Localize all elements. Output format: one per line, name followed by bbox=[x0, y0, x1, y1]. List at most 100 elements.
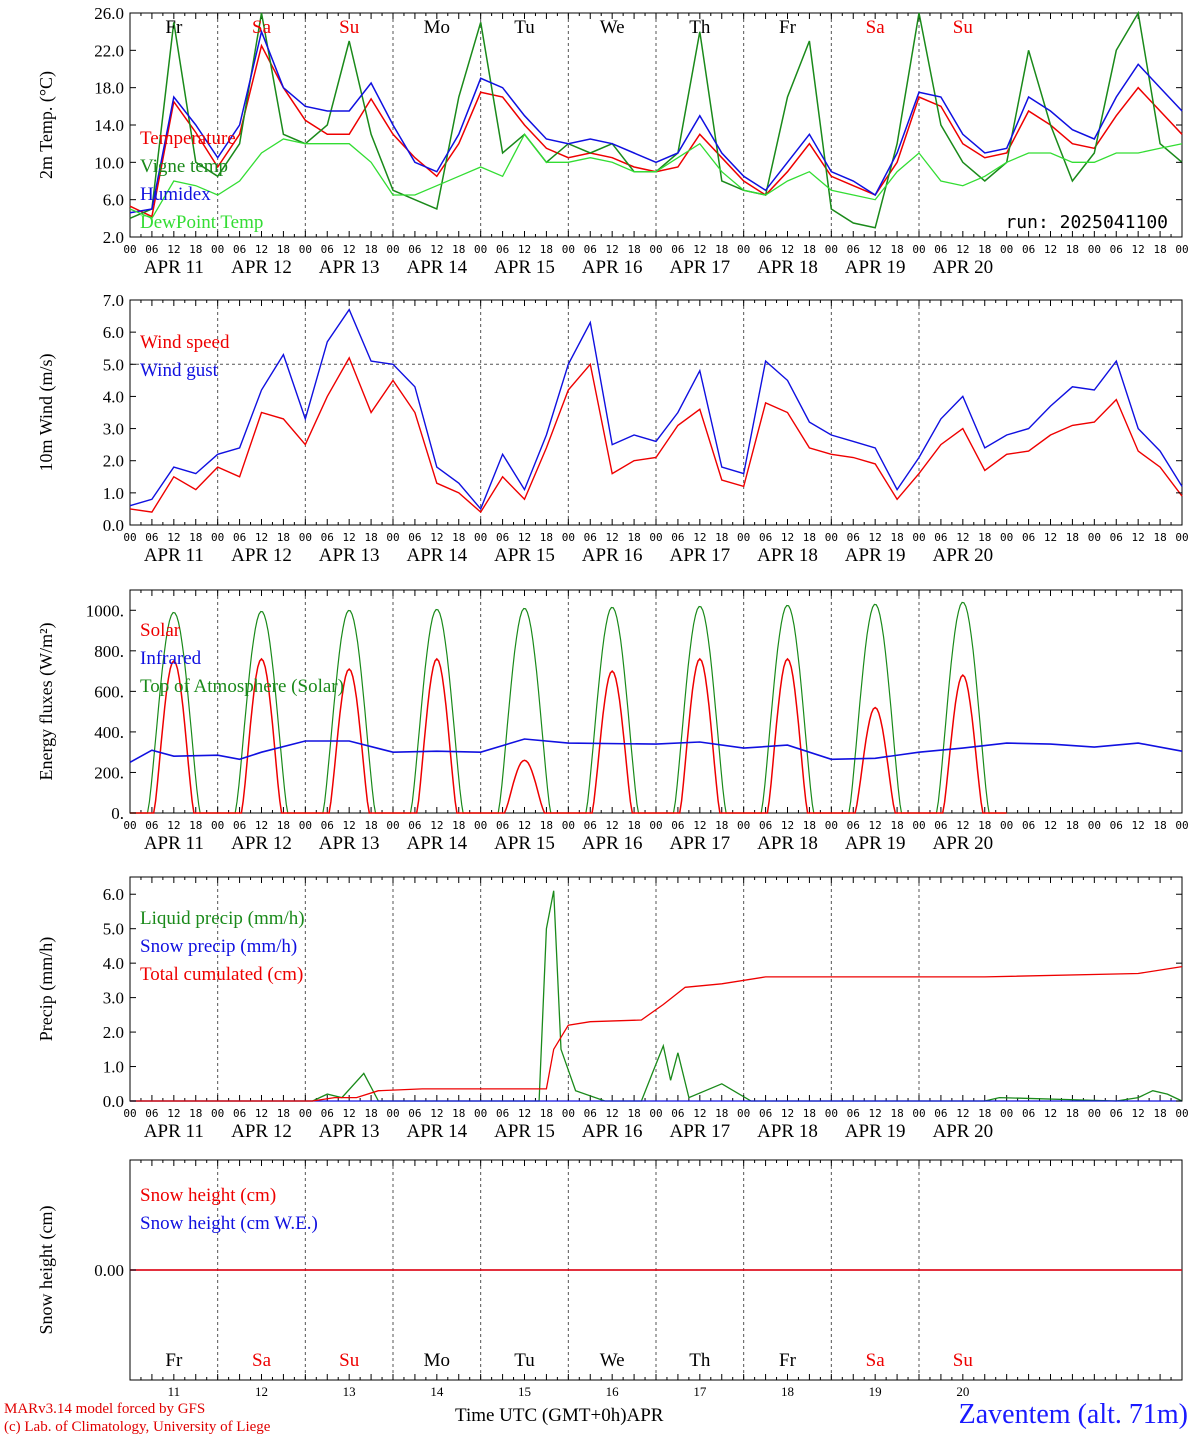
x-tick-label: 00 bbox=[474, 819, 487, 832]
series-wind-gust bbox=[129, 308, 1183, 511]
x-tick-label: 06 bbox=[233, 1107, 246, 1120]
date-label: APR 11 bbox=[144, 545, 204, 566]
x-tick-label: 12 bbox=[518, 1107, 531, 1120]
x-tick-label: 12 bbox=[781, 243, 794, 256]
x-tick-label: 18 bbox=[627, 819, 640, 832]
x-tick-label: 12 bbox=[1044, 243, 1057, 256]
weekday-label: Sa bbox=[252, 1350, 272, 1371]
y-tick-label: 5.0 bbox=[103, 355, 124, 374]
x-tick-label: 06 bbox=[1110, 1107, 1123, 1120]
x-tick-label: 12 bbox=[693, 531, 706, 544]
day-number-label: 14 bbox=[430, 1384, 444, 1399]
x-tick-label: 12 bbox=[1132, 819, 1145, 832]
x-tick-label: 18 bbox=[452, 819, 465, 832]
x-tick-label: 12 bbox=[167, 1107, 180, 1120]
x-tick-label: 12 bbox=[693, 243, 706, 256]
x-tick-label: 12 bbox=[518, 531, 531, 544]
x-tick-label: 00 bbox=[737, 819, 750, 832]
x-tick-label: 12 bbox=[343, 1107, 356, 1120]
x-tick-label: 12 bbox=[606, 531, 619, 544]
y-axis-label: Snow height (cm) bbox=[36, 1206, 57, 1335]
legend-snow-height-cm-: Snow height (cm) bbox=[140, 1185, 276, 1206]
x-tick-label: 12 bbox=[343, 819, 356, 832]
model-credit: MARv3.14 model forced by GFS (c) Lab. of… bbox=[4, 1400, 270, 1436]
date-label: APR 12 bbox=[231, 833, 292, 854]
x-tick-label: 00 bbox=[211, 1107, 224, 1120]
day-number-label: 20 bbox=[956, 1384, 969, 1399]
x-tick-label: 06 bbox=[934, 1107, 947, 1120]
date-label: APR 11 bbox=[144, 1121, 204, 1142]
date-label: APR 15 bbox=[494, 1121, 555, 1142]
legend-liquid-precip-mm-h-: Liquid precip (mm/h) bbox=[140, 908, 305, 929]
weekday-label: We bbox=[600, 17, 625, 38]
x-tick-label: 18 bbox=[189, 243, 202, 256]
date-label: APR 11 bbox=[144, 833, 204, 854]
x-tick-label: 12 bbox=[167, 531, 180, 544]
x-tick-label: 18 bbox=[890, 1107, 903, 1120]
x-tick-label: 06 bbox=[759, 243, 772, 256]
date-label: APR 14 bbox=[406, 545, 467, 566]
x-tick-label: 06 bbox=[408, 1107, 421, 1120]
x-tick-label: 06 bbox=[496, 531, 509, 544]
x-tick-label: 12 bbox=[255, 1107, 268, 1120]
series-dewpoint-temp bbox=[129, 133, 1183, 220]
date-label: APR 13 bbox=[319, 545, 380, 566]
date-label: APR 20 bbox=[932, 257, 993, 278]
x-tick-label: 06 bbox=[321, 531, 334, 544]
date-label: APR 18 bbox=[757, 257, 818, 278]
date-label: APR 17 bbox=[669, 257, 730, 278]
x-tick-label: 06 bbox=[847, 531, 860, 544]
x-tick-label: 00 bbox=[737, 531, 750, 544]
x-tick-label: 00 bbox=[1088, 243, 1101, 256]
date-label: APR 13 bbox=[319, 1121, 380, 1142]
x-tick-label: 12 bbox=[430, 243, 443, 256]
day-number-label: 19 bbox=[869, 1384, 882, 1399]
date-label: APR 17 bbox=[669, 833, 730, 854]
x-tick-label: 00 bbox=[1175, 1107, 1188, 1120]
x-tick-label: 12 bbox=[781, 819, 794, 832]
x-tick-label: 12 bbox=[430, 819, 443, 832]
x-tick-label: 18 bbox=[540, 531, 553, 544]
day-number-label: 18 bbox=[781, 1384, 794, 1399]
x-tick-label: 00 bbox=[386, 1107, 399, 1120]
x-tick-label: 00 bbox=[649, 1107, 662, 1120]
x-tick-label: 00 bbox=[211, 531, 224, 544]
x-tick-label: 06 bbox=[408, 819, 421, 832]
x-tick-label: 00 bbox=[299, 531, 312, 544]
time-axis-title: Time UTC (GMT+0h)APR bbox=[455, 1405, 664, 1426]
y-tick-label: 2.0 bbox=[103, 228, 124, 247]
date-label: APR 20 bbox=[932, 1121, 993, 1142]
date-label: APR 19 bbox=[845, 833, 906, 854]
date-label: APR 15 bbox=[494, 545, 555, 566]
x-tick-label: 06 bbox=[321, 243, 334, 256]
x-tick-label: 18 bbox=[452, 531, 465, 544]
date-label: APR 20 bbox=[932, 833, 993, 854]
x-tick-label: 00 bbox=[562, 1107, 575, 1120]
x-tick-label: 18 bbox=[364, 531, 377, 544]
date-label: APR 14 bbox=[406, 257, 467, 278]
y-tick-label: 400. bbox=[94, 723, 124, 742]
x-tick-label: 18 bbox=[890, 531, 903, 544]
date-label: APR 16 bbox=[582, 1121, 643, 1142]
x-tick-label: 00 bbox=[1088, 819, 1101, 832]
x-tick-label: 00 bbox=[474, 243, 487, 256]
x-tick-label: 12 bbox=[1044, 819, 1057, 832]
weekday-label: Sa bbox=[866, 17, 886, 38]
weekday-label: Mo bbox=[424, 17, 450, 38]
x-tick-label: 12 bbox=[781, 1107, 794, 1120]
legend-dewpoint-temp: DewPoint Temp bbox=[140, 212, 263, 233]
y-tick-label: 22.0 bbox=[94, 41, 124, 60]
x-tick-label: 12 bbox=[869, 243, 882, 256]
x-tick-label: 06 bbox=[584, 819, 597, 832]
x-tick-label: 06 bbox=[759, 1107, 772, 1120]
x-tick-label: 18 bbox=[1066, 819, 1079, 832]
x-tick-label: 00 bbox=[1175, 243, 1188, 256]
date-label: APR 18 bbox=[757, 1121, 818, 1142]
x-tick-label: 12 bbox=[869, 531, 882, 544]
weekday-label: We bbox=[600, 1350, 625, 1371]
x-tick-label: 00 bbox=[825, 1107, 838, 1120]
x-tick-label: 12 bbox=[518, 243, 531, 256]
x-tick-label: 18 bbox=[627, 1107, 640, 1120]
x-tick-label: 00 bbox=[386, 819, 399, 832]
x-tick-label: 18 bbox=[978, 243, 991, 256]
